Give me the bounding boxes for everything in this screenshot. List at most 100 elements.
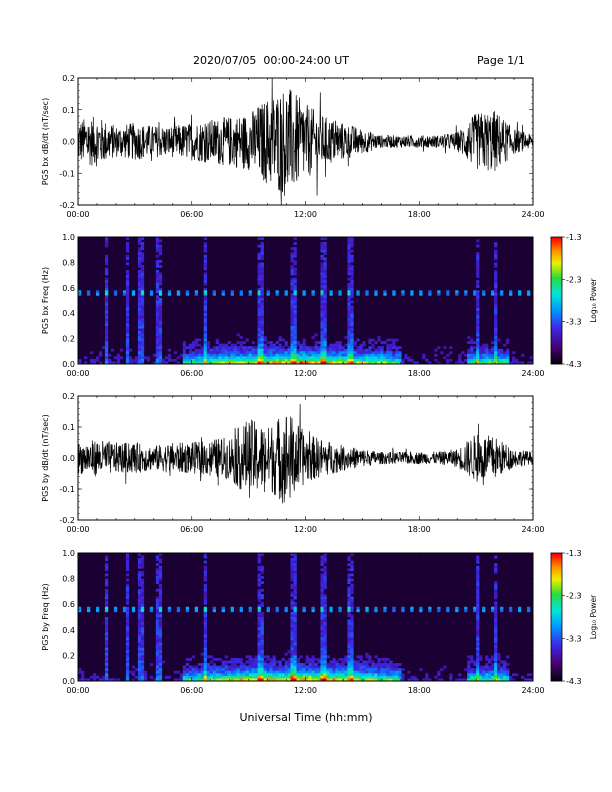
spectrogram-cell <box>125 338 130 342</box>
spectrogram-cell <box>257 318 261 322</box>
spectrogram-cell <box>386 353 390 357</box>
spectrogram-cell <box>395 356 399 360</box>
spectrogram-cell <box>350 308 354 311</box>
spectrogram-cell <box>158 346 163 350</box>
spectrogram-cell <box>212 353 216 357</box>
spectrogram-cell <box>359 356 363 360</box>
spectrogram-cell <box>224 353 228 357</box>
spectrogram-cell <box>215 657 219 661</box>
spectrogram-cell <box>338 670 342 674</box>
spectrogram-cell <box>203 257 208 261</box>
spectrogram-cell <box>308 665 312 669</box>
spectrogram-cell <box>320 609 324 613</box>
spectrogram-cell <box>260 320 264 324</box>
spectrogram-cell <box>158 596 163 600</box>
spectrogram-cell <box>284 361 288 365</box>
spectrogram-cell <box>194 351 199 355</box>
spectrogram-cell <box>290 270 294 273</box>
spectrogram-cell <box>155 300 160 304</box>
spectrogram-cell <box>140 343 145 347</box>
spectrogram-cell <box>494 606 498 610</box>
spectrogram-cell <box>125 675 130 679</box>
spectrogram-cell <box>293 336 297 339</box>
spectrogram-cell <box>320 297 324 301</box>
spectrogram-cell <box>140 619 145 623</box>
spectrogram-cell <box>374 353 378 357</box>
spectrogram-cell <box>350 660 354 664</box>
spectrogram-cell <box>113 361 118 365</box>
spectrogram-cell <box>398 361 402 365</box>
spectrogram-cell <box>140 591 145 595</box>
spectrogram-cell <box>494 297 498 301</box>
spectrogram-cell <box>314 665 318 669</box>
spectrogram-cell <box>467 353 471 357</box>
x-tick-label: 12:00 <box>294 686 317 695</box>
spectrogram-cell <box>320 655 324 659</box>
spectrogram-cell <box>104 341 109 344</box>
spectrogram-cell <box>137 617 142 620</box>
spectrogram-cell <box>410 358 414 362</box>
spectrogram-cell <box>314 670 318 674</box>
spectrogram-cell <box>338 348 342 352</box>
spectrogram-cell <box>257 650 261 654</box>
spectrogram-cell <box>254 663 258 666</box>
spectrogram-cell <box>320 353 324 357</box>
spectrogram-cell <box>335 660 339 664</box>
spectrogram-cell <box>368 673 372 677</box>
spectrogram-cell <box>479 675 483 679</box>
spectrogram-cell <box>407 678 411 682</box>
spectrogram-cell <box>287 650 291 654</box>
spectrogram-cell <box>335 663 339 666</box>
spectrogram-cell <box>197 668 202 672</box>
spectrogram-cell <box>140 330 145 334</box>
spectrogram-cell <box>203 318 208 322</box>
spectrogram-cell <box>224 673 228 677</box>
spectrogram-cell <box>260 637 264 641</box>
spectrogram-cell <box>323 244 327 248</box>
spectrogram-cell <box>383 657 387 661</box>
spectrogram-cell <box>494 343 498 347</box>
spectrogram-cell <box>416 361 420 365</box>
spectrogram-cell <box>248 356 252 360</box>
colorbar-cell <box>551 608 562 611</box>
spectrogram-cell <box>140 570 145 574</box>
spectrogram-cell <box>137 282 142 286</box>
spectrogram-cell <box>335 361 339 365</box>
spectrogram-cell <box>203 678 208 682</box>
spectrogram-cell <box>347 318 351 322</box>
spectrogram-cell <box>236 353 240 357</box>
spectrogram-cell <box>290 272 294 276</box>
spectrogram-cell <box>350 596 354 600</box>
spectrogram-cell <box>320 604 324 608</box>
spectrogram-cell <box>203 573 208 577</box>
spectrogram-cell <box>203 320 208 324</box>
spectrogram-cell <box>518 290 522 294</box>
spectrogram-cell <box>305 670 309 674</box>
spectrogram-cell <box>494 320 498 324</box>
spectrogram-cell <box>260 655 264 659</box>
spectrogram-cell <box>257 300 261 304</box>
spectrogram-cell <box>338 606 342 610</box>
spectrogram-cell <box>320 576 324 579</box>
spectrogram-cell <box>290 606 294 610</box>
spectrogram-cell <box>260 617 264 620</box>
spectrogram-cell <box>332 675 336 679</box>
spectrogram-cell <box>86 292 91 296</box>
spectrogram-cell <box>350 673 354 677</box>
spectrogram-cell <box>494 358 498 362</box>
spectrogram-cell <box>260 593 264 597</box>
spectrogram-cell <box>353 665 357 669</box>
spectrogram-cell <box>470 670 474 674</box>
spectrogram-cell <box>440 351 444 355</box>
spectrogram-cell <box>494 614 498 618</box>
spectrogram-cell <box>203 323 208 327</box>
spectrogram-cell <box>104 609 109 613</box>
spectrogram-cell <box>320 627 324 631</box>
spectrogram-cell <box>437 292 441 296</box>
spectrogram-cell <box>137 670 142 674</box>
spectrogram-cell <box>476 568 480 572</box>
spectrogram-cell <box>257 655 261 659</box>
spectrogram-cell <box>83 356 88 360</box>
spectrogram-cell <box>137 627 142 631</box>
spectrogram-cell <box>473 290 477 294</box>
